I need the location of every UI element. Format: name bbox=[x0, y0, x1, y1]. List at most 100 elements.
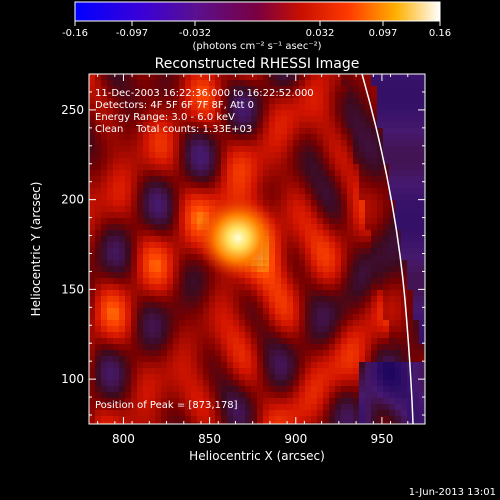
heatmap-cell bbox=[131, 254, 137, 260]
heatmap-cell bbox=[389, 398, 395, 404]
heatmap-cell bbox=[275, 422, 281, 424]
heatmap-cell bbox=[281, 374, 287, 380]
heatmap-cell bbox=[185, 386, 191, 392]
heatmap-cell bbox=[185, 80, 191, 86]
heatmap-cell bbox=[281, 116, 287, 122]
heatmap-cell bbox=[131, 92, 137, 98]
heatmap-cell bbox=[317, 242, 323, 248]
heatmap-cell bbox=[341, 374, 347, 380]
heatmap-cell bbox=[233, 374, 239, 380]
heatmap-cell bbox=[383, 260, 389, 266]
heatmap-cell bbox=[407, 254, 413, 260]
heatmap-cell bbox=[113, 86, 119, 92]
heatmap-cell bbox=[275, 176, 281, 182]
heatmap-cell bbox=[95, 290, 101, 296]
heatmap-cell bbox=[269, 200, 275, 206]
heatmap-cell bbox=[245, 110, 251, 116]
heatmap-cell bbox=[359, 188, 365, 194]
heatmap-cell bbox=[203, 284, 209, 290]
heatmap-cell bbox=[269, 350, 275, 356]
heatmap-cell bbox=[95, 314, 101, 320]
heatmap-cell bbox=[419, 284, 425, 290]
heatmap-cell bbox=[131, 224, 137, 230]
heatmap-cell bbox=[161, 104, 167, 110]
heatmap-cell bbox=[227, 368, 233, 374]
heatmap-cell bbox=[149, 332, 155, 338]
heatmap-cell bbox=[359, 122, 365, 128]
heatmap-cell bbox=[359, 212, 365, 218]
heatmap-cell bbox=[347, 104, 353, 110]
heatmap-cell bbox=[293, 86, 299, 92]
heatmap-cell bbox=[203, 80, 209, 86]
heatmap-cell bbox=[131, 410, 137, 416]
heatmap-cell bbox=[101, 212, 107, 218]
heatmap-cell bbox=[365, 242, 371, 248]
heatmap-cell bbox=[119, 416, 125, 422]
heatmap-cell bbox=[329, 224, 335, 230]
heatmap-cell bbox=[161, 164, 167, 170]
heatmap-cell bbox=[275, 218, 281, 224]
y-axis-label: Heliocentric Y (arcsec) bbox=[29, 182, 43, 317]
heatmap-cell bbox=[359, 242, 365, 248]
heatmap-cell bbox=[95, 110, 101, 116]
heatmap-cell bbox=[119, 104, 125, 110]
heatmap-cell bbox=[359, 290, 365, 296]
heatmap-cell bbox=[113, 212, 119, 218]
heatmap-cell bbox=[395, 392, 401, 398]
heatmap-cell bbox=[149, 206, 155, 212]
heatmap-cell bbox=[167, 206, 173, 212]
heatmap-cell bbox=[149, 158, 155, 164]
heatmap-cell bbox=[341, 206, 347, 212]
heatmap-cell bbox=[173, 404, 179, 410]
heatmap-cell bbox=[335, 338, 341, 344]
heatmap-cell bbox=[227, 146, 233, 152]
heatmap-cell bbox=[293, 410, 299, 416]
heatmap-cell bbox=[191, 98, 197, 104]
heatmap-cell bbox=[221, 140, 227, 146]
heatmap-cell bbox=[131, 74, 137, 80]
heatmap-cell bbox=[101, 98, 107, 104]
heatmap-cell bbox=[389, 182, 395, 188]
heatmap-cell bbox=[389, 272, 395, 278]
heatmap-cell bbox=[233, 74, 239, 80]
heatmap-cell bbox=[155, 134, 161, 140]
heatmap-cell bbox=[323, 410, 329, 416]
heatmap-cell bbox=[149, 176, 155, 182]
heatmap-cell bbox=[329, 284, 335, 290]
heatmap-cell bbox=[293, 134, 299, 140]
heatmap-cell bbox=[365, 254, 371, 260]
heatmap-cell bbox=[227, 296, 233, 302]
heatmap-cell bbox=[239, 152, 245, 158]
heatmap-cell bbox=[125, 380, 131, 386]
heatmap-cell bbox=[311, 410, 317, 416]
heatmap-cell bbox=[395, 404, 401, 410]
heatmap-cell bbox=[143, 272, 149, 278]
heatmap-cell bbox=[269, 86, 275, 92]
heatmap-cell bbox=[257, 332, 263, 338]
heatmap-cell bbox=[389, 176, 395, 182]
heatmap-cell bbox=[257, 278, 263, 284]
heatmap-cell bbox=[197, 284, 203, 290]
heatmap-cell bbox=[137, 332, 143, 338]
heatmap-cell bbox=[323, 332, 329, 338]
heatmap-cell bbox=[233, 332, 239, 338]
heatmap-cell bbox=[161, 368, 167, 374]
heatmap-cell bbox=[191, 392, 197, 398]
heatmap-cell bbox=[401, 98, 407, 104]
heatmap-cell bbox=[401, 398, 407, 404]
heatmap-cell bbox=[209, 368, 215, 374]
heatmap-cell bbox=[89, 338, 95, 344]
heatmap-cell bbox=[419, 110, 425, 116]
heatmap-cell bbox=[185, 74, 191, 80]
heatmap-cell bbox=[155, 308, 161, 314]
heatmap-cell bbox=[179, 158, 185, 164]
heatmap-cell bbox=[137, 128, 143, 134]
heatmap-cell bbox=[293, 176, 299, 182]
heatmap-cell bbox=[287, 332, 293, 338]
heatmap-cell bbox=[119, 380, 125, 386]
heatmap-cell bbox=[299, 326, 305, 332]
heatmap-cell bbox=[413, 110, 419, 116]
heatmap-cell bbox=[239, 182, 245, 188]
heatmap-cell bbox=[179, 92, 185, 98]
heatmap-cell bbox=[413, 260, 419, 266]
